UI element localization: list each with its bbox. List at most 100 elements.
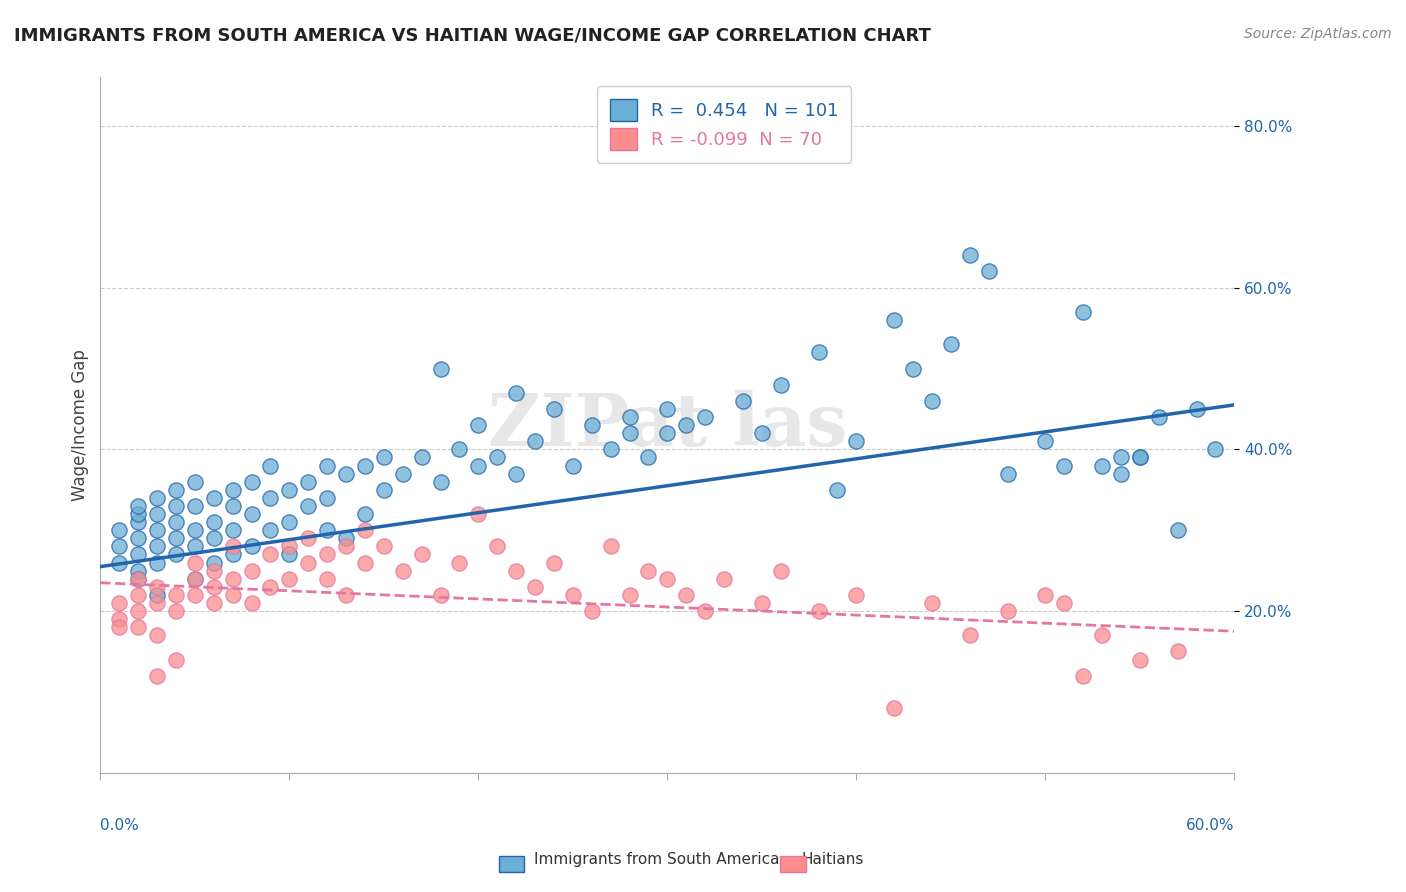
Point: [127, 572, 149, 586]
Point: [127, 507, 149, 521]
Text: ZIPat las: ZIPat las: [488, 390, 846, 460]
Point: [675, 588, 697, 602]
Point: [221, 548, 243, 562]
Point: [657, 401, 679, 416]
Point: [977, 264, 1000, 278]
Point: [184, 499, 207, 513]
Point: [901, 361, 924, 376]
Point: [184, 572, 207, 586]
Point: [221, 588, 243, 602]
Point: [108, 540, 131, 554]
Point: [127, 564, 149, 578]
Point: [997, 467, 1019, 481]
Point: [524, 580, 547, 594]
Point: [373, 450, 395, 465]
Point: [259, 523, 281, 537]
Point: [1071, 669, 1094, 683]
Point: [1167, 523, 1189, 537]
Point: [146, 540, 169, 554]
Point: [127, 499, 149, 513]
Point: [429, 588, 451, 602]
Point: [335, 588, 357, 602]
Point: [411, 548, 433, 562]
Point: [354, 556, 377, 570]
Point: [146, 580, 169, 594]
Point: [524, 434, 547, 449]
Point: [373, 483, 395, 497]
Point: [240, 564, 263, 578]
Text: Source: ZipAtlas.com: Source: ZipAtlas.com: [1244, 27, 1392, 41]
Point: [146, 628, 169, 642]
Point: [146, 491, 169, 505]
Point: [221, 523, 243, 537]
Point: [278, 572, 301, 586]
Point: [165, 499, 187, 513]
Point: [921, 596, 943, 610]
Point: [391, 564, 413, 578]
Text: Immigrants from South America: Immigrants from South America: [534, 852, 780, 867]
Point: [751, 426, 773, 441]
Point: [1204, 442, 1226, 457]
Point: [146, 588, 169, 602]
Point: [165, 531, 187, 545]
Point: [297, 499, 319, 513]
Point: [127, 531, 149, 545]
Point: [108, 620, 131, 634]
Point: [619, 426, 641, 441]
Point: [373, 540, 395, 554]
Point: [316, 572, 339, 586]
Point: [184, 572, 207, 586]
Point: [449, 556, 471, 570]
Point: [184, 556, 207, 570]
Point: [259, 491, 281, 505]
Text: 0.0%: 0.0%: [100, 818, 139, 833]
Point: [486, 450, 509, 465]
Point: [316, 458, 339, 473]
Point: [202, 564, 225, 578]
Point: [581, 418, 603, 433]
Point: [297, 475, 319, 489]
Point: [1129, 652, 1152, 666]
Point: [240, 596, 263, 610]
Point: [1109, 450, 1132, 465]
Point: [429, 361, 451, 376]
Point: [751, 596, 773, 610]
Point: [165, 548, 187, 562]
Point: [202, 531, 225, 545]
Point: [127, 515, 149, 529]
Point: [561, 588, 583, 602]
Point: [845, 588, 868, 602]
Point: [259, 580, 281, 594]
Point: [467, 418, 489, 433]
Point: [202, 515, 225, 529]
Point: [202, 491, 225, 505]
Point: [1033, 588, 1056, 602]
Point: [713, 572, 735, 586]
Point: [1185, 401, 1208, 416]
Point: [1091, 628, 1114, 642]
Point: [127, 548, 149, 562]
Point: [959, 248, 981, 262]
Point: [467, 507, 489, 521]
Point: [1053, 458, 1076, 473]
Point: [108, 612, 131, 626]
Point: [1053, 596, 1076, 610]
Point: [411, 450, 433, 465]
Point: [259, 458, 281, 473]
Point: [769, 564, 792, 578]
Point: [184, 475, 207, 489]
Point: [165, 515, 187, 529]
Point: [845, 434, 868, 449]
Point: [599, 442, 621, 457]
Point: [619, 410, 641, 425]
Point: [221, 483, 243, 497]
Point: [202, 556, 225, 570]
Point: [184, 523, 207, 537]
Point: [146, 523, 169, 537]
Point: [827, 483, 849, 497]
Point: [127, 588, 149, 602]
Point: [731, 393, 754, 408]
Point: [429, 475, 451, 489]
Point: [467, 458, 489, 473]
Point: [695, 604, 717, 618]
